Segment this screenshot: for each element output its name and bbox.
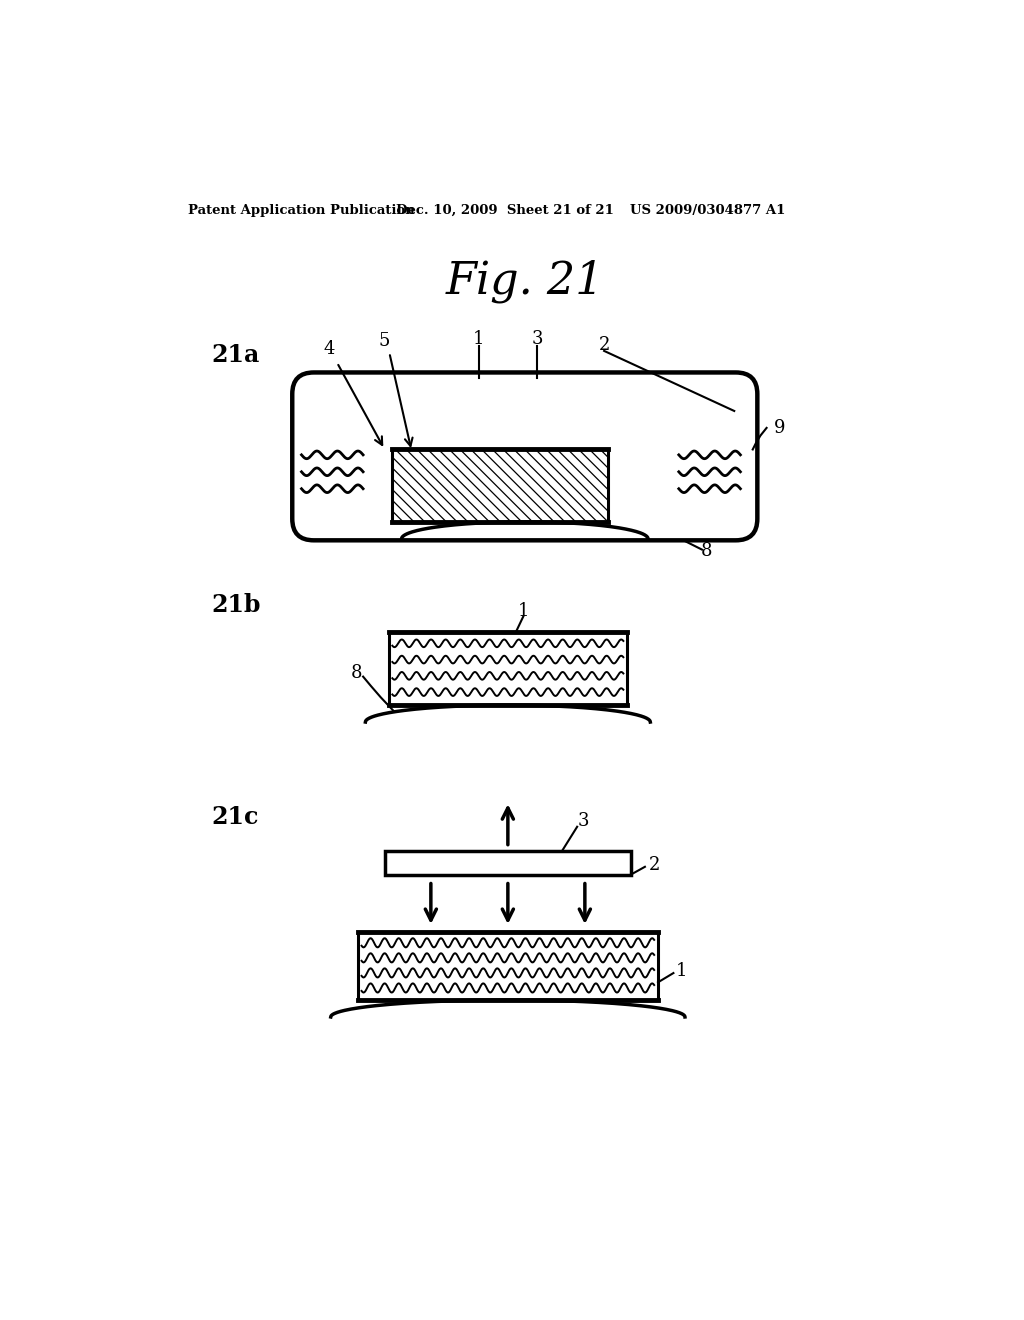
Text: Patent Application Publication: Patent Application Publication bbox=[188, 205, 415, 218]
Text: 4: 4 bbox=[324, 341, 335, 358]
Bar bbox=[357, 932, 658, 1001]
Text: 9: 9 bbox=[774, 418, 785, 437]
Text: 21b: 21b bbox=[211, 594, 261, 618]
Text: 3: 3 bbox=[578, 812, 589, 829]
Text: 8: 8 bbox=[700, 543, 713, 560]
Bar bbox=[392, 449, 608, 521]
Text: 2: 2 bbox=[598, 335, 610, 354]
Bar bbox=[385, 851, 631, 875]
Text: 8: 8 bbox=[350, 664, 361, 681]
Text: 21a: 21a bbox=[211, 343, 260, 367]
Text: 5: 5 bbox=[379, 331, 390, 350]
Bar bbox=[357, 932, 658, 1001]
Text: Dec. 10, 2009  Sheet 21 of 21: Dec. 10, 2009 Sheet 21 of 21 bbox=[396, 205, 614, 218]
Bar bbox=[388, 632, 628, 705]
Text: 21c: 21c bbox=[211, 805, 259, 829]
Text: 1: 1 bbox=[676, 962, 688, 979]
Bar bbox=[388, 632, 628, 705]
Text: 2: 2 bbox=[648, 857, 659, 874]
Text: Fig. 21: Fig. 21 bbox=[445, 260, 604, 304]
Text: US 2009/0304877 A1: US 2009/0304877 A1 bbox=[630, 205, 784, 218]
Text: 1: 1 bbox=[517, 602, 529, 620]
Text: 3: 3 bbox=[531, 330, 543, 348]
Bar bbox=[392, 449, 608, 521]
Text: 1: 1 bbox=[473, 330, 484, 348]
